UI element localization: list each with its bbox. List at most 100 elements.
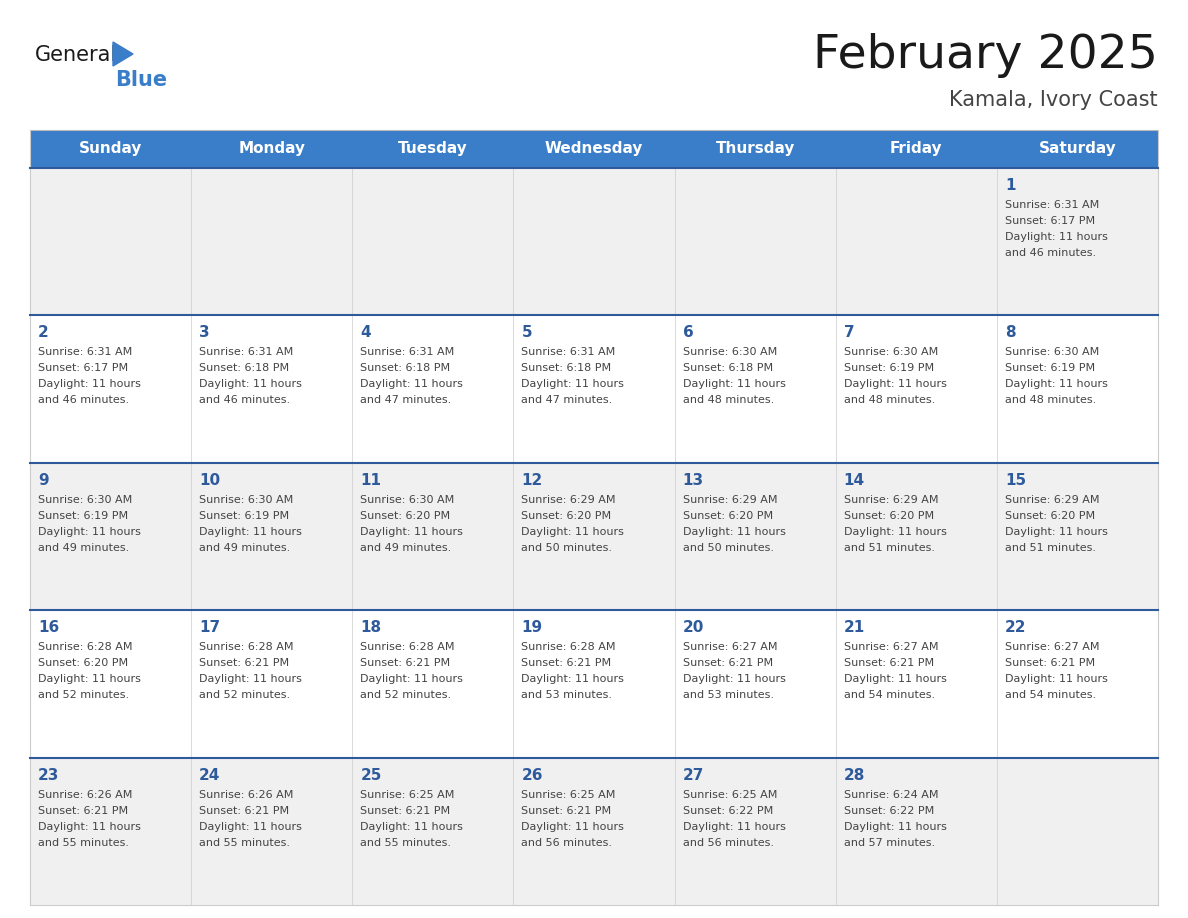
Text: Sunset: 6:17 PM: Sunset: 6:17 PM — [1005, 216, 1095, 226]
Text: and 49 minutes.: and 49 minutes. — [200, 543, 290, 553]
Text: and 47 minutes.: and 47 minutes. — [522, 396, 613, 406]
Text: February 2025: February 2025 — [813, 32, 1158, 77]
Text: Sunset: 6:18 PM: Sunset: 6:18 PM — [683, 364, 772, 374]
Text: Daylight: 11 hours: Daylight: 11 hours — [683, 674, 785, 684]
Text: 4: 4 — [360, 325, 371, 341]
Text: Daylight: 11 hours: Daylight: 11 hours — [360, 527, 463, 537]
Text: and 47 minutes.: and 47 minutes. — [360, 396, 451, 406]
Text: Sunset: 6:19 PM: Sunset: 6:19 PM — [38, 510, 128, 521]
Text: 15: 15 — [1005, 473, 1026, 487]
Bar — [30, 757, 1158, 905]
Text: 25: 25 — [360, 767, 381, 783]
Text: 12: 12 — [522, 473, 543, 487]
Text: 9: 9 — [38, 473, 49, 487]
Text: 22: 22 — [1005, 621, 1026, 635]
Bar — [30, 463, 1158, 610]
Text: 18: 18 — [360, 621, 381, 635]
Bar — [30, 610, 1158, 757]
Text: 23: 23 — [38, 767, 59, 783]
Text: Daylight: 11 hours: Daylight: 11 hours — [200, 379, 302, 389]
Text: 11: 11 — [360, 473, 381, 487]
Text: and 52 minutes.: and 52 minutes. — [38, 690, 129, 700]
Text: Sunrise: 6:27 AM: Sunrise: 6:27 AM — [1005, 643, 1099, 652]
Text: 27: 27 — [683, 767, 704, 783]
Text: 16: 16 — [38, 621, 59, 635]
Text: 20: 20 — [683, 621, 704, 635]
Text: Daylight: 11 hours: Daylight: 11 hours — [522, 674, 625, 684]
Text: Sunset: 6:21 PM: Sunset: 6:21 PM — [683, 658, 772, 668]
Text: 7: 7 — [843, 325, 854, 341]
Text: Sunrise: 6:29 AM: Sunrise: 6:29 AM — [1005, 495, 1099, 505]
Text: Sunrise: 6:25 AM: Sunrise: 6:25 AM — [683, 789, 777, 800]
Text: and 46 minutes.: and 46 minutes. — [1005, 248, 1097, 258]
Bar — [30, 130, 1158, 168]
Text: 14: 14 — [843, 473, 865, 487]
Text: Daylight: 11 hours: Daylight: 11 hours — [1005, 379, 1107, 389]
Text: Sunrise: 6:31 AM: Sunrise: 6:31 AM — [1005, 200, 1099, 210]
Text: Sunset: 6:21 PM: Sunset: 6:21 PM — [38, 806, 128, 815]
Text: Sunrise: 6:31 AM: Sunrise: 6:31 AM — [38, 347, 132, 357]
Text: Sunset: 6:21 PM: Sunset: 6:21 PM — [360, 806, 450, 815]
Text: 3: 3 — [200, 325, 210, 341]
Bar — [30, 316, 1158, 463]
Text: Daylight: 11 hours: Daylight: 11 hours — [360, 379, 463, 389]
Text: Thursday: Thursday — [715, 141, 795, 156]
Text: Sunset: 6:21 PM: Sunset: 6:21 PM — [200, 806, 289, 815]
Text: Sunset: 6:22 PM: Sunset: 6:22 PM — [843, 806, 934, 815]
Text: 13: 13 — [683, 473, 703, 487]
Text: Sunrise: 6:30 AM: Sunrise: 6:30 AM — [38, 495, 132, 505]
Text: Sunrise: 6:30 AM: Sunrise: 6:30 AM — [200, 495, 293, 505]
Text: Daylight: 11 hours: Daylight: 11 hours — [38, 379, 141, 389]
Text: Sunrise: 6:25 AM: Sunrise: 6:25 AM — [522, 789, 615, 800]
Text: and 56 minutes.: and 56 minutes. — [522, 837, 613, 847]
Text: Sunset: 6:20 PM: Sunset: 6:20 PM — [843, 510, 934, 521]
Text: Daylight: 11 hours: Daylight: 11 hours — [360, 674, 463, 684]
Text: Sunrise: 6:29 AM: Sunrise: 6:29 AM — [683, 495, 777, 505]
Text: and 54 minutes.: and 54 minutes. — [843, 690, 935, 700]
Text: and 48 minutes.: and 48 minutes. — [843, 396, 935, 406]
Text: Sunrise: 6:29 AM: Sunrise: 6:29 AM — [843, 495, 939, 505]
Text: Sunrise: 6:26 AM: Sunrise: 6:26 AM — [38, 789, 132, 800]
Text: and 49 minutes.: and 49 minutes. — [360, 543, 451, 553]
Text: Kamala, Ivory Coast: Kamala, Ivory Coast — [949, 90, 1158, 110]
Text: and 55 minutes.: and 55 minutes. — [360, 837, 451, 847]
Text: Sunrise: 6:25 AM: Sunrise: 6:25 AM — [360, 789, 455, 800]
Text: and 50 minutes.: and 50 minutes. — [683, 543, 773, 553]
Text: Daylight: 11 hours: Daylight: 11 hours — [38, 674, 141, 684]
Text: Daylight: 11 hours: Daylight: 11 hours — [843, 527, 947, 537]
Text: 1: 1 — [1005, 178, 1016, 193]
Text: 5: 5 — [522, 325, 532, 341]
Text: Sunrise: 6:30 AM: Sunrise: 6:30 AM — [683, 347, 777, 357]
Text: Sunday: Sunday — [78, 141, 143, 156]
Text: and 51 minutes.: and 51 minutes. — [843, 543, 935, 553]
Text: Daylight: 11 hours: Daylight: 11 hours — [200, 822, 302, 832]
Text: and 49 minutes.: and 49 minutes. — [38, 543, 129, 553]
Text: Daylight: 11 hours: Daylight: 11 hours — [200, 527, 302, 537]
Text: Daylight: 11 hours: Daylight: 11 hours — [38, 822, 141, 832]
Text: 24: 24 — [200, 767, 221, 783]
Text: Sunset: 6:19 PM: Sunset: 6:19 PM — [200, 510, 289, 521]
Text: and 53 minutes.: and 53 minutes. — [522, 690, 613, 700]
Text: Daylight: 11 hours: Daylight: 11 hours — [522, 822, 625, 832]
Text: Sunset: 6:18 PM: Sunset: 6:18 PM — [360, 364, 450, 374]
Text: and 54 minutes.: and 54 minutes. — [1005, 690, 1097, 700]
Text: and 48 minutes.: and 48 minutes. — [1005, 396, 1097, 406]
Text: and 48 minutes.: and 48 minutes. — [683, 396, 773, 406]
Text: Tuesday: Tuesday — [398, 141, 468, 156]
Text: Sunrise: 6:31 AM: Sunrise: 6:31 AM — [200, 347, 293, 357]
Text: 17: 17 — [200, 621, 220, 635]
Text: Daylight: 11 hours: Daylight: 11 hours — [1005, 674, 1107, 684]
Text: Daylight: 11 hours: Daylight: 11 hours — [200, 674, 302, 684]
Text: Daylight: 11 hours: Daylight: 11 hours — [843, 674, 947, 684]
Text: Sunset: 6:20 PM: Sunset: 6:20 PM — [683, 510, 772, 521]
Text: 19: 19 — [522, 621, 543, 635]
Text: Wednesday: Wednesday — [545, 141, 643, 156]
Text: Sunrise: 6:26 AM: Sunrise: 6:26 AM — [200, 789, 293, 800]
Text: Sunset: 6:20 PM: Sunset: 6:20 PM — [522, 510, 612, 521]
Text: General: General — [34, 45, 118, 65]
Text: Daylight: 11 hours: Daylight: 11 hours — [522, 379, 625, 389]
Text: and 53 minutes.: and 53 minutes. — [683, 690, 773, 700]
Text: Sunrise: 6:30 AM: Sunrise: 6:30 AM — [843, 347, 939, 357]
Text: and 51 minutes.: and 51 minutes. — [1005, 543, 1095, 553]
Text: and 55 minutes.: and 55 minutes. — [38, 837, 129, 847]
